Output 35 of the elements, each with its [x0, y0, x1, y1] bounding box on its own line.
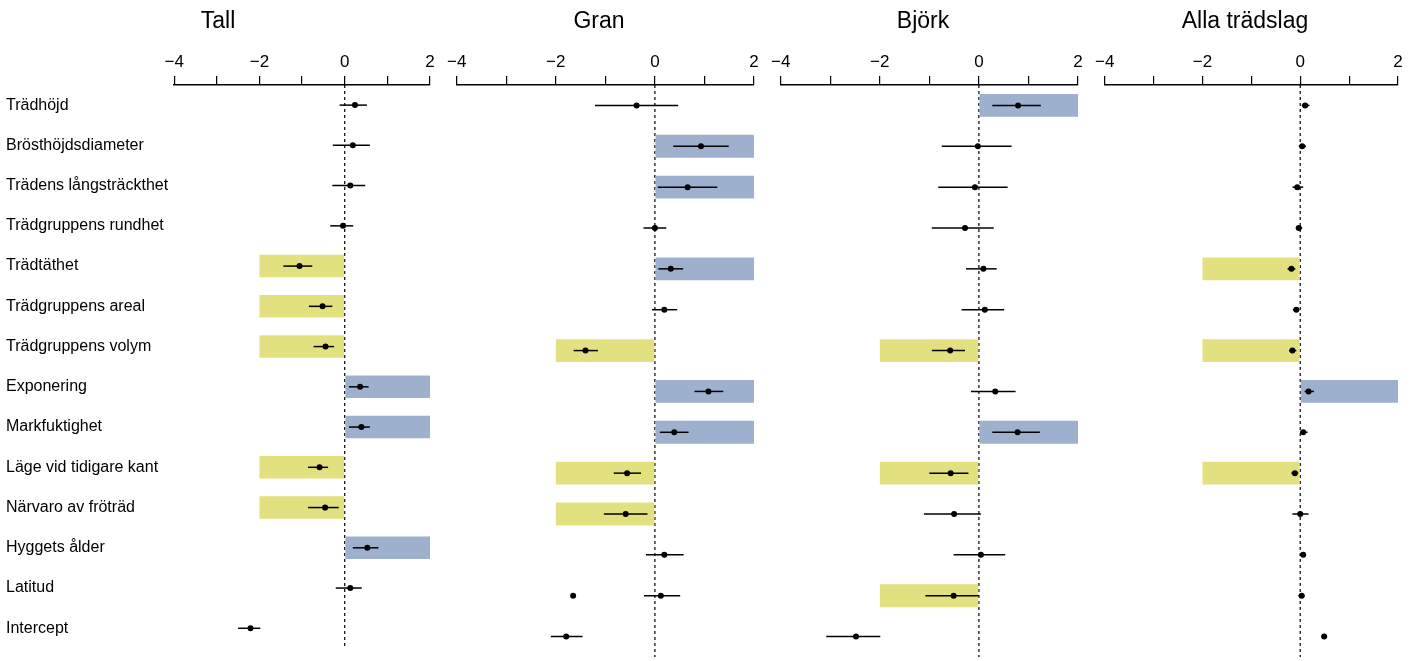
chart-title: Alla trädslag	[1181, 7, 1309, 34]
x-tick-label: 2	[425, 52, 435, 72]
y-tick-label: Trädgruppens volym	[6, 336, 152, 354]
x-tick-label: −2	[546, 52, 566, 72]
y-tick-label: Trädens långsträckthet	[6, 176, 169, 194]
y-tick-label: Exponering	[6, 377, 87, 395]
y-tick-label: Latitud	[6, 578, 55, 596]
y-tick-label: Trädgruppens rundhet	[6, 216, 165, 234]
x-tick-label: −4	[771, 52, 791, 72]
y-tick-label: Trädtäthet	[6, 256, 79, 274]
y-tick-label: Läge vid tidigare kant	[6, 457, 159, 475]
x-tick-label: −4	[1095, 52, 1115, 72]
x-tick-label: −2	[1192, 52, 1213, 72]
x-tick-label: 0	[339, 52, 350, 72]
x-tick-label: −4	[447, 52, 467, 72]
y-tick-label: Hyggets ålder	[6, 538, 106, 556]
x-tick-label: 2	[1073, 52, 1083, 72]
x-tick-label: 2	[749, 52, 759, 72]
chart-title: Gran	[573, 7, 625, 34]
y-tick-label: Trädgruppens areal	[6, 296, 146, 314]
x-tick-label: −2	[249, 52, 270, 72]
x-tick-label: 0	[974, 52, 984, 72]
x-tick-label: 0	[650, 52, 660, 72]
y-tick-label: Markfuktighet	[6, 417, 103, 435]
x-tick-label: −2	[870, 52, 890, 72]
y-tick-label: Intercept	[6, 618, 69, 636]
chart-title: Tall	[200, 7, 236, 34]
y-tick-label: Trädhöjd	[6, 95, 69, 113]
x-tick-label: 0	[1295, 52, 1305, 72]
point	[570, 592, 577, 599]
y-tick-label: Brösthöjdsdiameter	[6, 135, 145, 153]
x-tick-label: −4	[164, 52, 184, 72]
chart-title: Björk	[896, 7, 950, 34]
y-tick-label: Närvaro av fröträd	[6, 497, 135, 515]
x-tick-label: 2	[1393, 52, 1403, 72]
